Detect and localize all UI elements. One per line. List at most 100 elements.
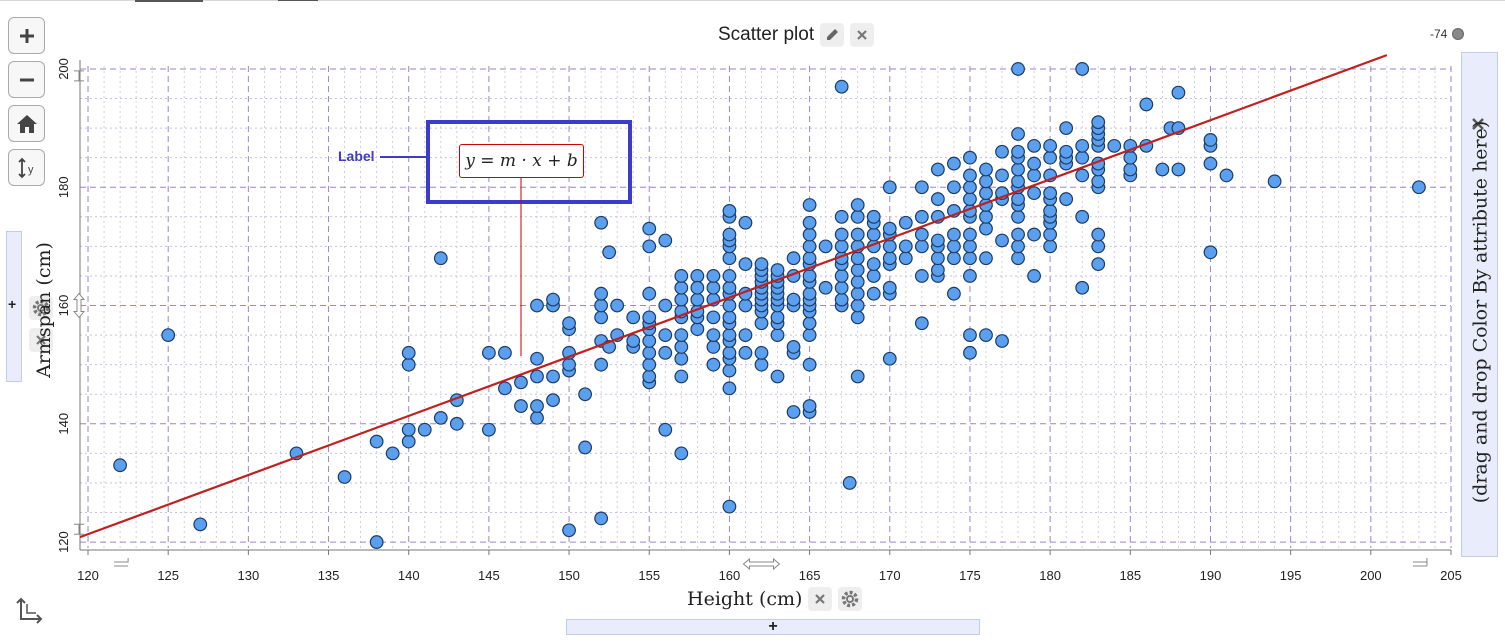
data-point [866, 269, 881, 283]
y-axis-remove-button[interactable] [29, 328, 53, 352]
x-axis-settings-button[interactable] [838, 587, 863, 611]
x-tick-label: 130 [238, 568, 260, 583]
zoom-out-button[interactable] [8, 61, 45, 98]
data-point [1091, 115, 1106, 130]
y-attribute-drop-panel[interactable] [6, 231, 22, 382]
data-point [722, 280, 737, 295]
close-graph-button[interactable] [850, 23, 875, 47]
data-point [722, 310, 737, 325]
x-axis-remove-button[interactable] [808, 587, 833, 611]
data-point [914, 316, 929, 331]
data-point [658, 233, 673, 248]
data-point [930, 162, 945, 177]
data-point [674, 292, 689, 307]
data-point [914, 227, 929, 242]
data-point [963, 180, 977, 195]
data-point [594, 357, 609, 372]
data-point [802, 227, 817, 242]
data-point [850, 310, 865, 325]
data-point [642, 239, 657, 254]
data-point [770, 328, 785, 342]
annotation-label[interactable]: Label [338, 148, 375, 164]
data-point [690, 269, 705, 283]
axes: 120 125 130 135 140 145 150 155 160 165 170 175 180 1… [56, 58, 1462, 583]
data-point [1011, 162, 1025, 177]
axis-swap-icon[interactable] [14, 597, 44, 625]
data-point [963, 168, 977, 183]
x-tick-label: 150 [558, 568, 580, 583]
data-point [850, 198, 865, 212]
data-point [738, 345, 753, 360]
annotation-box[interactable] [426, 120, 632, 204]
edit-title-button[interactable] [820, 23, 845, 47]
data-point [802, 316, 817, 331]
data-point [594, 310, 609, 325]
equation-label[interactable]: y = m · x + b [459, 144, 584, 178]
data-point [1412, 180, 1426, 195]
legend-close-button[interactable] [1471, 117, 1485, 136]
data-point [914, 269, 929, 283]
data-point [1091, 257, 1106, 272]
data-point [642, 357, 657, 372]
data-point [834, 280, 849, 295]
data-point [514, 399, 528, 413]
data-point [546, 369, 560, 384]
data-point [834, 79, 849, 94]
data-point [1011, 62, 1025, 76]
y-tick-label: 180 [56, 176, 71, 198]
data-point [562, 316, 576, 331]
data-point [979, 174, 993, 189]
data-point [770, 263, 785, 277]
y-axis-settings-button[interactable] [29, 296, 53, 320]
data-point [947, 227, 961, 242]
data-point [674, 340, 689, 354]
data-point [963, 150, 977, 165]
close-icon [815, 594, 826, 604]
data-point [1011, 127, 1025, 141]
x-drag-handle-icon [742, 557, 781, 571]
y-tick-label: 160 [56, 295, 71, 317]
data-point [610, 298, 625, 313]
data-point [786, 340, 801, 354]
equation-pointer [520, 178, 522, 356]
data-point [1203, 156, 1218, 171]
left-add-label[interactable]: + [8, 296, 17, 312]
y-drag-handle-icon [72, 292, 86, 319]
data-point [722, 269, 737, 283]
data-point [786, 251, 801, 266]
plus-icon [19, 28, 34, 43]
data-point [161, 328, 176, 342]
data-point [834, 239, 849, 254]
close-icon [1472, 118, 1484, 130]
x-axis-label[interactable]: Height (cm) [687, 588, 803, 610]
data-point [722, 345, 737, 360]
x-tick-label: 200 [1360, 568, 1382, 583]
data-point [337, 470, 352, 484]
data-point [674, 369, 689, 384]
data-point [1171, 162, 1186, 177]
data-point [898, 215, 913, 230]
x-attribute-drop-panel[interactable]: + [566, 618, 980, 635]
data-point [417, 422, 432, 437]
data-point [642, 369, 657, 384]
data-point [802, 215, 817, 230]
rescale-y-button[interactable]: y [8, 149, 45, 186]
data-point [578, 387, 593, 402]
data-point [401, 357, 416, 372]
zoom-in-button[interactable] [8, 17, 45, 54]
data-point [1043, 138, 1058, 153]
y-max-handle-icon [74, 70, 84, 82]
x-tick-label: 155 [638, 568, 660, 583]
home-button[interactable] [8, 105, 45, 142]
x-axis-label-bar: Height (cm) [687, 587, 863, 611]
data-point [530, 351, 544, 366]
data-point [722, 381, 737, 396]
data-point [1155, 162, 1170, 177]
graph-title[interactable]: Scatter plot [718, 24, 815, 45]
data-point [850, 298, 865, 313]
color-by-drop-panel[interactable] [1461, 52, 1498, 557]
data-point [498, 345, 512, 360]
data-point [401, 422, 416, 437]
data-point [481, 345, 496, 360]
data-point [401, 434, 416, 449]
